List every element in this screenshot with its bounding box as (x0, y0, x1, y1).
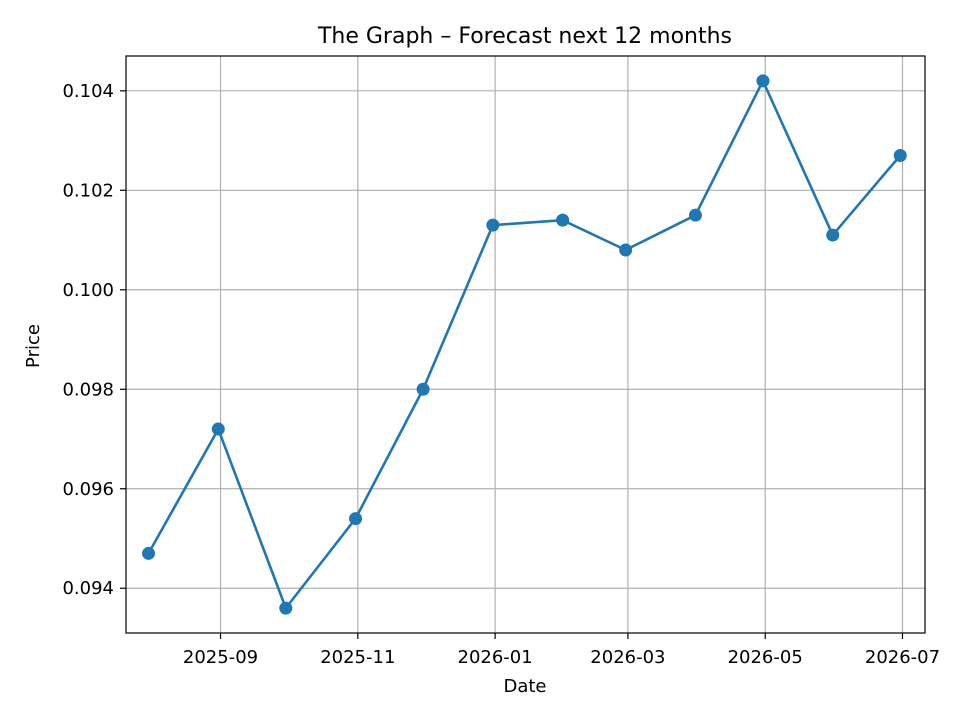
y-tick-label: 0.100 (62, 280, 114, 301)
data-point (893, 148, 907, 162)
x-axis-label: Date (503, 676, 546, 697)
data-point (619, 243, 633, 257)
data-point (486, 218, 500, 232)
data-point (556, 213, 570, 227)
tick-layer: 2025-09 2025-11 2026-01 2026-03 2026-05 2026-… (62, 81, 940, 668)
plot-frame (125, 55, 926, 634)
chart-title: The Graph – Forecast next 12 months (317, 24, 732, 49)
y-tick-label: 0.098 (62, 379, 114, 400)
data-point (279, 601, 293, 615)
y-tick-label: 0.104 (62, 81, 114, 102)
data-point (142, 546, 156, 560)
data-point (349, 512, 363, 526)
x-tick-label: 2025-11 (320, 647, 395, 668)
data-point (211, 422, 225, 436)
x-tick-label: 2025-09 (183, 647, 258, 668)
series-line (147, 79, 902, 610)
x-tick-label: 2026-03 (590, 647, 665, 668)
y-tick-label: 0.096 (62, 479, 114, 500)
data-point (688, 208, 702, 222)
x-tick-label: 2026-05 (728, 647, 803, 668)
data-point (756, 74, 770, 88)
data-point (416, 382, 430, 396)
x-tick-label: 2026-01 (458, 647, 533, 668)
y-tick-label: 0.102 (62, 180, 114, 201)
series-layer (142, 74, 907, 615)
data-point (826, 228, 840, 242)
y-axis-label: Price (23, 324, 44, 368)
x-tick-label: 2026-07 (865, 647, 940, 668)
y-tick-label: 0.094 (62, 578, 114, 599)
